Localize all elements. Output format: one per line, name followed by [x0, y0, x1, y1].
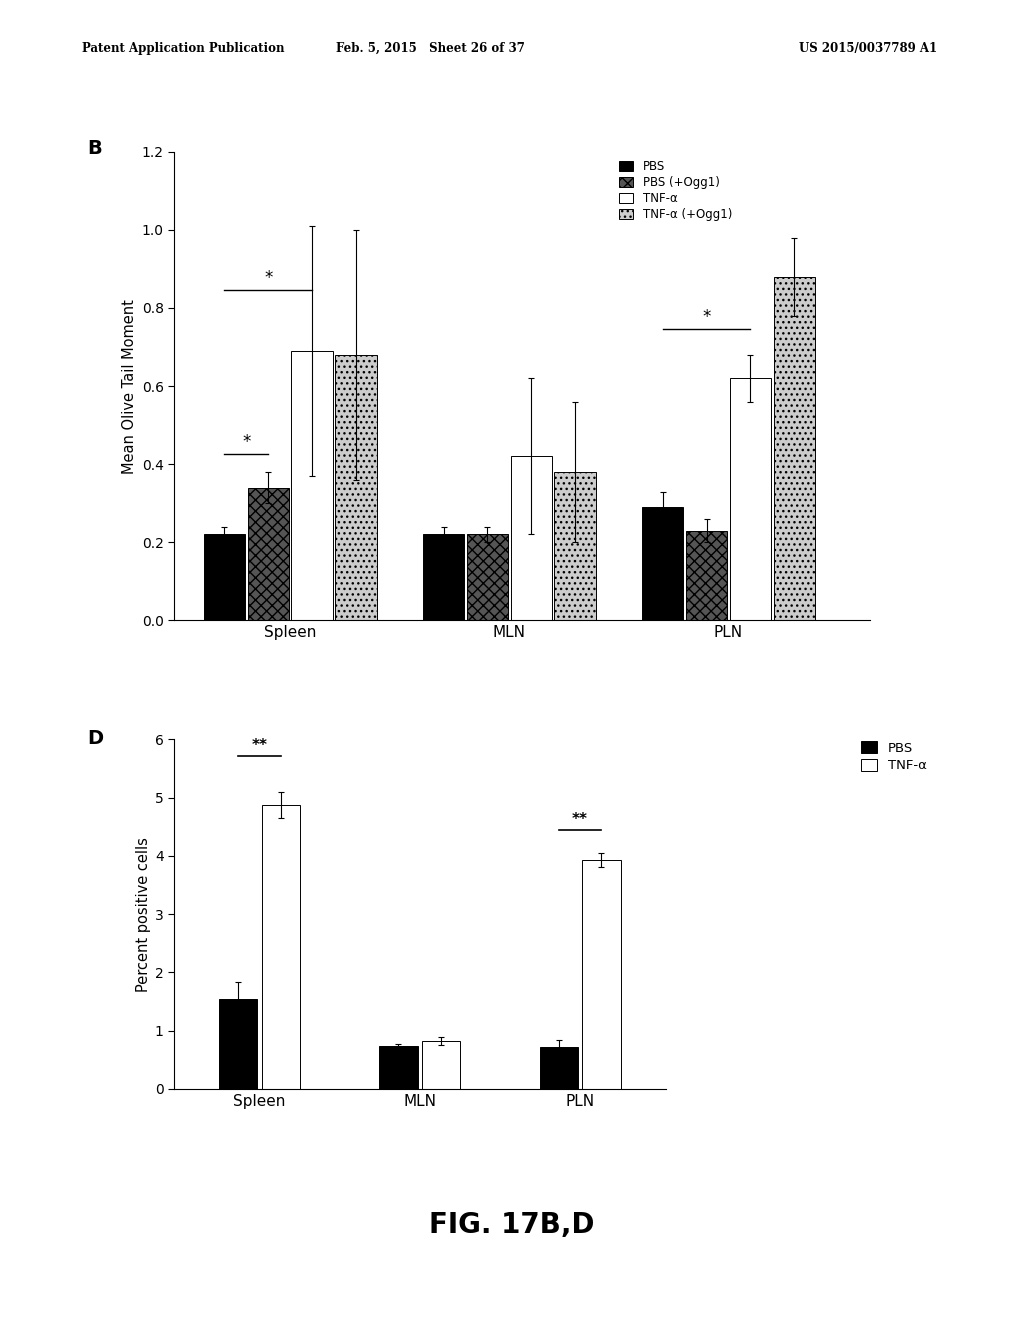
- Legend: PBS, PBS (+Ogg1), TNF-α, TNF-α (+Ogg1): PBS, PBS (+Ogg1), TNF-α, TNF-α (+Ogg1): [616, 157, 734, 223]
- Bar: [467, 535, 508, 620]
- Y-axis label: Mean Olive Tail Moment: Mean Olive Tail Moment: [123, 298, 137, 474]
- Text: Feb. 5, 2015   Sheet 26 of 37: Feb. 5, 2015 Sheet 26 of 37: [336, 42, 524, 55]
- Bar: [730, 379, 771, 620]
- Text: **: **: [572, 812, 588, 828]
- Text: *: *: [242, 433, 251, 451]
- Text: B: B: [87, 139, 101, 157]
- Legend: PBS, TNF-α: PBS, TNF-α: [859, 739, 930, 775]
- Bar: [292, 351, 333, 620]
- Bar: [262, 805, 300, 1089]
- Bar: [204, 535, 245, 620]
- Bar: [422, 1041, 461, 1089]
- Bar: [642, 507, 683, 620]
- Bar: [511, 457, 552, 620]
- Bar: [423, 535, 464, 620]
- Text: *: *: [702, 309, 711, 326]
- Y-axis label: Percent positive cells: Percent positive cells: [135, 837, 151, 991]
- Bar: [248, 487, 289, 620]
- Bar: [335, 355, 377, 620]
- Text: Patent Application Publication: Patent Application Publication: [82, 42, 285, 55]
- Bar: [686, 531, 727, 620]
- Text: D: D: [87, 729, 103, 747]
- Bar: [540, 1047, 578, 1089]
- Bar: [554, 473, 596, 620]
- Bar: [583, 859, 621, 1089]
- Text: US 2015/0037789 A1: US 2015/0037789 A1: [799, 42, 937, 55]
- Bar: [774, 277, 815, 620]
- Bar: [379, 1047, 418, 1089]
- Text: FIG. 17B,D: FIG. 17B,D: [429, 1210, 595, 1239]
- Text: *: *: [264, 269, 272, 288]
- Bar: [219, 999, 257, 1089]
- Text: **: **: [252, 738, 267, 754]
